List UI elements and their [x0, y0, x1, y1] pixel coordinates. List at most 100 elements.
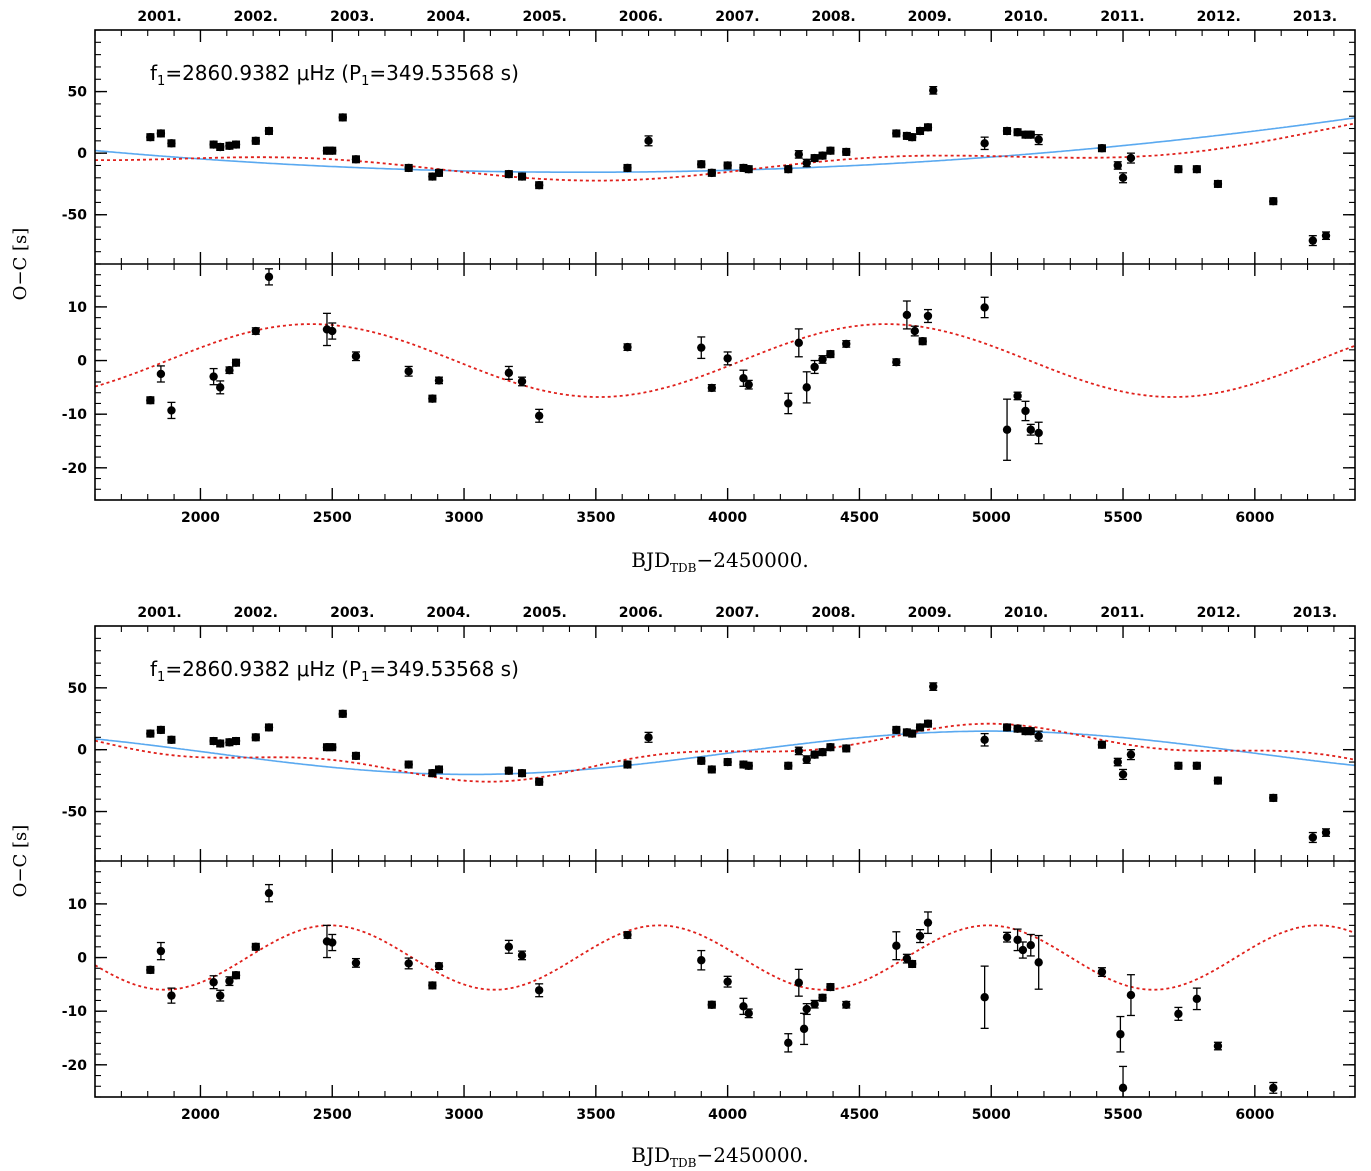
top-year-label: 2009.: [908, 9, 952, 25]
data-point: [517, 768, 527, 778]
x-axis-label-rest: −2450000.: [697, 548, 809, 572]
frequency-annotation: f1=2860.9382 μHz (P1=349.53568 s): [150, 657, 519, 685]
data-point: [1026, 425, 1035, 434]
data-point: [1002, 723, 1012, 732]
data-point: [1126, 990, 1136, 1000]
data-point: [167, 735, 176, 744]
data-point: [167, 991, 176, 1000]
data-point: [351, 958, 361, 968]
data-point: [1174, 1009, 1183, 1019]
top-year-label: 2010.: [1004, 605, 1048, 621]
data-point: [1013, 935, 1022, 945]
top-year-label: 2011.: [1100, 605, 1144, 621]
data-point: [923, 918, 933, 927]
data-point: [209, 736, 218, 746]
data-point: [534, 777, 544, 787]
data-point: [404, 163, 413, 173]
data-point: [784, 399, 793, 408]
data-point: [534, 411, 544, 420]
data-point: [802, 158, 811, 168]
top-year-label: 2001.: [137, 9, 181, 25]
y-tick-label: 10: [68, 300, 88, 316]
data-point: [167, 406, 176, 415]
data-point: [794, 150, 804, 159]
data-point: [1021, 406, 1030, 416]
data-point: [1213, 776, 1223, 785]
data-point: [1026, 130, 1035, 139]
y-tick-label: 0: [77, 743, 87, 759]
data-point: [264, 126, 274, 136]
x-tick-label: 4500: [840, 1107, 879, 1123]
data-point: [1034, 428, 1043, 438]
data-point: [1018, 945, 1028, 955]
points-group: [146, 268, 1043, 461]
data-point: [428, 394, 437, 403]
x-tick-label: 6000: [1235, 1107, 1274, 1123]
chart-bottom: -50 0 50 -20 -10 0 10 2001. 2002. 2003. 2004. 2005.…: [10, 605, 1356, 1170]
data-point: [156, 129, 166, 138]
data-point: [1118, 1083, 1128, 1093]
top-year-label: 2007.: [715, 605, 759, 621]
data-point: [623, 760, 632, 769]
data-point: [216, 991, 225, 1000]
fit-curve: [95, 924, 1355, 991]
data-point: [1013, 391, 1022, 401]
data-point: [1118, 173, 1128, 182]
fit-curve: [95, 122, 1355, 182]
annotation-end: =349.53568 s): [369, 61, 519, 85]
data-point: [923, 311, 933, 321]
fit-curve: [95, 323, 1355, 398]
x-tick-label: 2500: [313, 1107, 352, 1123]
data-point: [818, 151, 827, 160]
data-point: [1126, 750, 1136, 759]
data-point: [794, 746, 804, 756]
x-axis-label-sub: TDB: [670, 1156, 697, 1170]
data-point: [1013, 724, 1022, 733]
data-point: [644, 733, 653, 742]
data-point: [723, 757, 732, 767]
annotation-main: f: [150, 61, 158, 85]
top-year-label: 2008.: [811, 9, 855, 25]
data-point: [799, 1024, 809, 1034]
annotation-sub2: 1: [361, 74, 369, 89]
x-tick-label: 2500: [313, 510, 352, 526]
data-point: [434, 961, 444, 971]
data-point: [216, 142, 225, 152]
data-point: [517, 172, 527, 181]
data-point: [251, 136, 260, 146]
top-year-label: 2008.: [811, 605, 855, 621]
data-point: [1192, 994, 1202, 1004]
data-point: [892, 129, 901, 138]
data-point: [644, 136, 653, 146]
top-year-label: 2006.: [619, 605, 663, 621]
data-point: [351, 352, 361, 361]
data-point: [146, 729, 155, 738]
data-point: [915, 931, 925, 941]
data-point: [826, 982, 835, 992]
points-group: [146, 682, 1331, 844]
data-point: [980, 303, 989, 312]
top-year-label: 2005.: [523, 605, 567, 621]
data-point: [842, 744, 851, 753]
data-point: [739, 374, 748, 383]
top-year-label: 2002.: [234, 605, 278, 621]
data-point: [980, 735, 989, 744]
data-point: [810, 1000, 819, 1009]
data-point: [980, 139, 989, 148]
x-axis-label: BJDTDB−2450000.: [631, 548, 808, 575]
x-tick-label: 3000: [445, 1107, 484, 1123]
annotation-rest: =2860.9382 μHz (P: [165, 61, 361, 85]
data-point: [1174, 164, 1183, 174]
y-tick-label: 0: [77, 146, 87, 162]
data-point: [1034, 135, 1043, 144]
top-year-label: 2011.: [1100, 9, 1144, 25]
data-point: [802, 1004, 811, 1014]
data-point: [404, 760, 413, 769]
x-tick-label: 6000: [1235, 510, 1274, 526]
data-point: [216, 739, 225, 748]
data-point: [264, 272, 274, 282]
data-point: [1097, 144, 1107, 153]
data-point: [697, 956, 706, 965]
data-point: [980, 993, 989, 1002]
y-tick-label: -50: [62, 805, 88, 821]
